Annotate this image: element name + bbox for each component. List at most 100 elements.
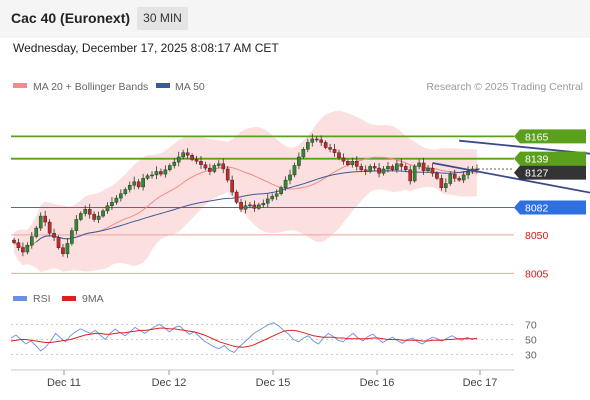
level-label-8139: 8139	[514, 151, 586, 166]
candle-body	[252, 204, 257, 209]
level-label-text: 8082	[525, 202, 549, 214]
rsi-legend-swatch	[13, 296, 27, 301]
candle	[136, 178, 141, 190]
candle	[283, 176, 288, 191]
candle	[350, 157, 355, 168]
candle-body	[30, 236, 34, 246]
candle-body	[341, 157, 346, 162]
candle	[252, 200, 257, 212]
candle-body	[159, 171, 163, 175]
candle-body	[78, 213, 83, 220]
candle-body	[234, 191, 239, 203]
candle-body	[457, 178, 461, 181]
candle	[323, 140, 328, 150]
candle	[435, 171, 439, 181]
candle-body	[34, 227, 39, 237]
candle-body	[292, 165, 297, 176]
rsi-ma9-line	[10, 327, 477, 348]
candle-body	[306, 142, 310, 150]
candle	[390, 164, 395, 172]
level-label-text: 8127	[525, 168, 549, 180]
ma50-line	[35, 169, 478, 243]
candle	[185, 148, 190, 159]
candle	[38, 212, 43, 231]
candle-body	[163, 169, 168, 175]
candle	[96, 211, 101, 224]
candle-body	[96, 215, 101, 220]
candle	[74, 215, 79, 235]
candle	[34, 225, 39, 239]
candle	[310, 133, 315, 147]
candle	[110, 197, 114, 210]
candle	[354, 156, 359, 171]
candle-body	[421, 162, 426, 171]
candle-body	[368, 166, 372, 172]
candle	[30, 232, 34, 249]
candle-body	[412, 166, 417, 182]
candle-body	[323, 142, 328, 148]
candle-body	[239, 202, 243, 210]
candle-body	[105, 205, 110, 212]
level-label-box	[514, 129, 586, 144]
trend-channel	[432, 139, 590, 194]
level-label-8050: 8050	[525, 230, 549, 242]
candle	[47, 219, 52, 236]
level-label-8082: 8082	[514, 200, 586, 215]
candle	[328, 143, 332, 153]
candle-body	[225, 168, 230, 181]
candle-body	[136, 181, 141, 188]
candle	[176, 151, 181, 167]
candle-body	[439, 178, 444, 188]
candle	[172, 158, 177, 169]
candle-body	[203, 164, 208, 169]
chart-header: Cac 40 (Euronext) 30 MIN	[0, 0, 590, 38]
candle	[168, 163, 172, 172]
candle	[421, 157, 426, 175]
candle-body	[87, 209, 92, 215]
bollinger-band-fill	[14, 110, 477, 272]
candle-body	[261, 203, 266, 206]
candle	[265, 193, 270, 208]
candle-body	[145, 175, 150, 179]
candle-body	[92, 214, 96, 220]
level-label-8127: 8127	[514, 165, 586, 180]
candle	[399, 158, 404, 171]
candle	[225, 166, 230, 183]
candle-body	[114, 197, 119, 203]
candle-body	[154, 171, 159, 176]
candle-body	[430, 167, 435, 174]
candle	[274, 189, 279, 200]
candle-body	[452, 173, 457, 179]
candle	[114, 195, 119, 205]
level-label-8005: 8005	[525, 268, 549, 280]
candle-body	[354, 161, 359, 167]
candle	[83, 205, 88, 217]
candle-body	[12, 239, 16, 243]
level-label-text: 8165	[525, 131, 549, 143]
candle-body	[123, 189, 128, 194]
level-label-box	[514, 165, 586, 180]
candle	[159, 168, 163, 177]
candle	[368, 164, 372, 174]
candle	[127, 181, 132, 193]
candle	[92, 211, 96, 222]
candle	[154, 166, 159, 180]
candle	[21, 242, 25, 257]
timeframe-badge[interactable]: 30 MIN	[137, 7, 188, 30]
candle-body	[181, 152, 185, 158]
x-tick-label: Dec 15	[256, 377, 291, 389]
candle-body	[52, 232, 56, 238]
candle	[346, 159, 350, 167]
candle-body	[346, 161, 350, 165]
candle-body	[390, 166, 395, 171]
source-credit: Research © 2025 Trading Central	[426, 81, 583, 93]
candle-body	[132, 181, 137, 186]
candle	[403, 163, 408, 173]
channel-lower-line	[432, 162, 590, 194]
candle	[386, 161, 390, 173]
candle-body	[301, 149, 306, 158]
candle-body	[168, 165, 172, 171]
ma20-legend-swatch	[13, 83, 27, 88]
candle	[248, 202, 252, 209]
candle-body	[337, 152, 341, 159]
